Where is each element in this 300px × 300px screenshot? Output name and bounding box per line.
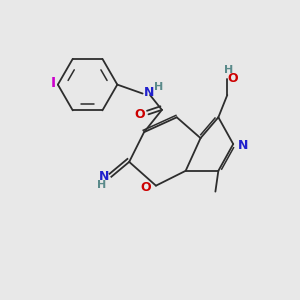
Text: N: N <box>144 85 154 98</box>
Text: N: N <box>238 139 248 152</box>
Text: O: O <box>134 108 145 122</box>
Text: H: H <box>154 82 163 92</box>
Text: O: O <box>227 72 238 85</box>
Text: N: N <box>99 170 109 183</box>
Text: O: O <box>140 181 151 194</box>
Text: I: I <box>50 76 56 90</box>
Text: H: H <box>97 180 106 190</box>
Text: H: H <box>224 65 233 75</box>
